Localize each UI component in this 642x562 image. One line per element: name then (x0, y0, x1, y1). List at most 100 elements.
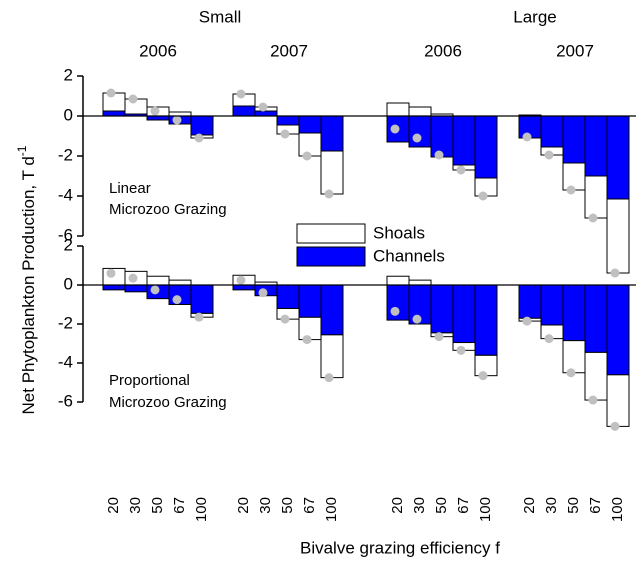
bar-segment (320, 284, 344, 336)
y-tick-label: 2 (64, 235, 73, 254)
y-tick-label: 2 (64, 65, 73, 84)
total-dot (236, 275, 246, 285)
x-tick-label: 67 (171, 497, 188, 514)
bar-segment (562, 115, 586, 164)
bar-segment (254, 110, 278, 117)
bar-segment (232, 105, 256, 117)
bar-segment (562, 340, 586, 374)
x-axis-label: Bivalve grazing efficiency f (300, 538, 500, 557)
year-header: 2006 (424, 41, 462, 60)
y-axis-label-superscript: -1 (15, 145, 29, 156)
total-dot (412, 314, 422, 324)
total-dot (610, 421, 620, 431)
year-header: 2007 (270, 41, 308, 60)
total-dot (412, 133, 422, 143)
total-dot (478, 191, 488, 201)
bar-segment (146, 275, 170, 286)
bar-segment (386, 284, 410, 321)
x-tick-label: 50 (279, 497, 296, 514)
total-dot (390, 124, 400, 134)
x-tick-label: 30 (543, 497, 560, 514)
bar-segment (102, 284, 126, 291)
bar-segment (232, 284, 256, 291)
x-tick-label: 100 (609, 497, 626, 522)
bar-segment (190, 284, 214, 314)
total-dot (106, 88, 116, 98)
year-header: 2007 (556, 41, 594, 60)
x-tick-label: 100 (323, 497, 340, 522)
x-tick-label: 67 (301, 497, 318, 514)
bar-segment (584, 175, 608, 219)
x-tick-label: 30 (257, 497, 274, 514)
total-dot (478, 371, 488, 381)
x-tick-label: 20 (235, 497, 252, 514)
total-dot (280, 314, 290, 324)
x-tick-label: 50 (565, 497, 582, 514)
group-header: Small (199, 7, 242, 26)
bar-segment (518, 284, 542, 319)
bar-segment (430, 284, 454, 334)
bar-segment (606, 198, 630, 274)
y-tick-label: -6 (58, 225, 73, 244)
bar-segment (584, 351, 608, 401)
year-header: 2006 (139, 41, 177, 60)
total-dot (302, 335, 312, 345)
x-tick-label: 100 (193, 497, 210, 522)
total-dot (324, 189, 334, 199)
x-tick-label: 100 (477, 497, 494, 522)
bar-segment (298, 316, 322, 341)
x-tick-label: 30 (411, 497, 428, 514)
panel-annotation: Microzoo Grazing (109, 201, 227, 218)
total-dot (194, 133, 204, 143)
y-tick-label: -2 (58, 145, 73, 164)
bar-segment (408, 106, 432, 117)
total-dot (566, 185, 576, 195)
bar-segment (606, 284, 630, 376)
y-axis-label-main: Net Phytoplankton Production, T d (19, 156, 38, 414)
bar-segment (584, 284, 608, 353)
total-dot (434, 150, 444, 160)
total-dot (128, 94, 138, 104)
bar-segment (276, 115, 300, 126)
bar-segment (276, 284, 300, 309)
total-dot (280, 129, 290, 139)
bar-segment (408, 279, 432, 286)
bar-segment (298, 284, 322, 318)
panel-annotation: Proportional (109, 372, 190, 389)
y-tick-label: -4 (58, 352, 73, 371)
x-tick-label: 20 (389, 497, 406, 514)
total-dot (610, 268, 620, 278)
total-dot (456, 345, 466, 355)
bar-segment (474, 284, 498, 356)
x-tick-label: 30 (127, 497, 144, 514)
total-dot (434, 332, 444, 342)
bar-segment (452, 284, 476, 344)
bar-segment (320, 150, 344, 195)
total-dot (128, 273, 138, 283)
y-tick-label: 0 (64, 274, 73, 293)
bar-segment (540, 115, 564, 148)
total-dot (236, 89, 246, 99)
total-dot (588, 213, 598, 223)
x-tick-label: 20 (521, 497, 538, 514)
total-dot (390, 306, 400, 316)
total-dot (566, 368, 576, 378)
legend-swatch (296, 223, 366, 244)
total-dot (258, 288, 268, 298)
total-dot (522, 316, 532, 326)
bar-segment (474, 115, 498, 179)
bar-segment (540, 284, 564, 326)
x-tick-label: 50 (149, 497, 166, 514)
bar-segment (386, 102, 410, 117)
x-tick-label: 20 (105, 497, 122, 514)
bar-segment (320, 115, 344, 152)
total-dot (522, 132, 532, 142)
bar-segment (190, 115, 214, 136)
bar-segment (168, 279, 192, 286)
legend-swatch (296, 246, 366, 267)
bar-segment (102, 110, 126, 117)
panel-annotation: Microzoo Grazing (109, 394, 227, 411)
bar-segment (386, 275, 410, 286)
bar-segment (606, 115, 630, 200)
total-dot (258, 102, 268, 112)
